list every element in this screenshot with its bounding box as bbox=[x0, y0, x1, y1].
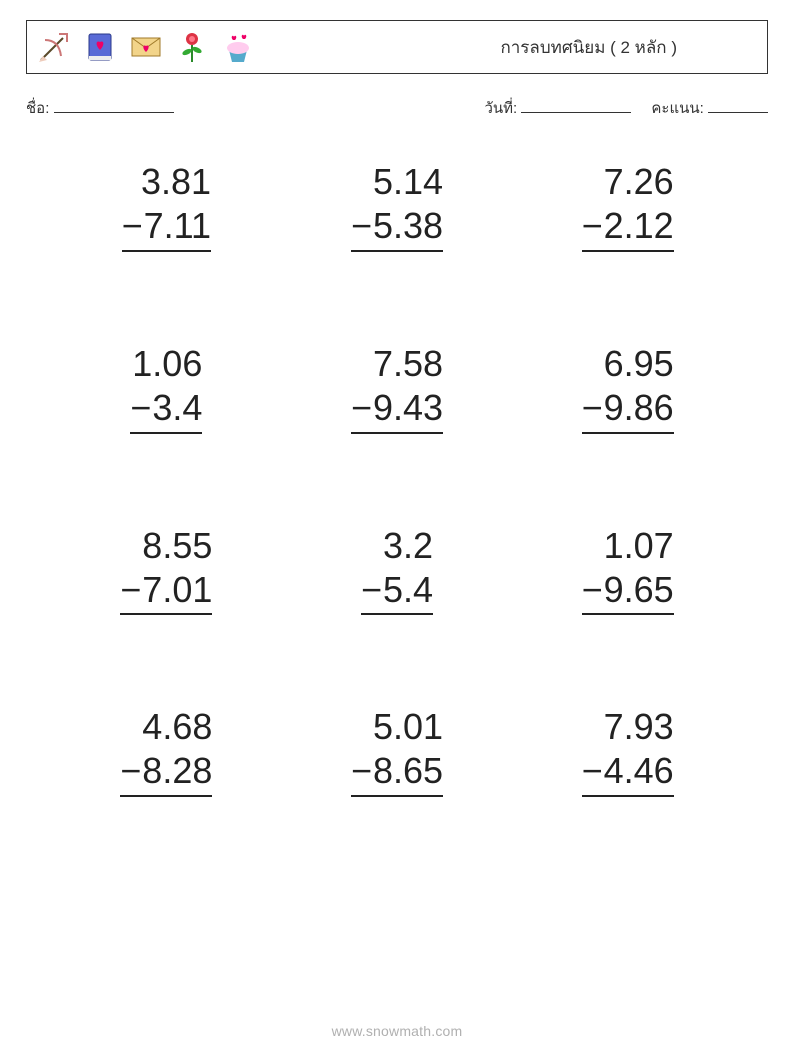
worksheet-title: การลบทศนิยม ( 2 หลัก ) bbox=[500, 34, 757, 61]
problem-4: 1.06−3.4 bbox=[56, 342, 277, 434]
problem-8: 3.2−5.4 bbox=[287, 524, 508, 616]
subtrahend: −8.65 bbox=[351, 749, 443, 797]
subtrahend: −9.86 bbox=[582, 386, 674, 434]
score-blank[interactable] bbox=[708, 97, 768, 113]
love-letter-icon bbox=[129, 30, 163, 64]
minuend: 5.14 bbox=[351, 160, 443, 204]
problem-7: 8.55−7.01 bbox=[56, 524, 277, 616]
minuend: 5.01 bbox=[351, 705, 443, 749]
minuend: 8.55 bbox=[120, 524, 212, 568]
header-box: การลบทศนิยม ( 2 หลัก ) bbox=[26, 20, 768, 74]
subtrahend: −8.28 bbox=[120, 749, 212, 797]
cupcake-hearts-icon bbox=[221, 30, 255, 64]
subtrahend: −4.46 bbox=[582, 749, 674, 797]
subtrahend: −5.4 bbox=[361, 568, 433, 616]
minuend: 4.68 bbox=[120, 705, 212, 749]
subtrahend: −2.12 bbox=[582, 204, 674, 252]
date-blank[interactable] bbox=[521, 97, 631, 113]
problem-5: 7.58−9.43 bbox=[287, 342, 508, 434]
minuend: 7.58 bbox=[351, 342, 443, 386]
problem-11: 5.01−8.65 bbox=[287, 705, 508, 797]
bow-arrow-icon bbox=[37, 30, 71, 64]
subtrahend: −9.43 bbox=[351, 386, 443, 434]
subtrahend: −7.11 bbox=[122, 204, 211, 252]
minuend: 1.06 bbox=[130, 342, 202, 386]
meta-row: ชื่อ: วันที่: คะแนน: bbox=[26, 96, 768, 120]
minuend: 7.93 bbox=[582, 705, 674, 749]
minuend: 3.81 bbox=[122, 160, 211, 204]
heart-book-icon bbox=[83, 30, 117, 64]
problem-3: 7.26−2.12 bbox=[517, 160, 738, 252]
minuend: 1.07 bbox=[582, 524, 674, 568]
subtrahend: −9.65 bbox=[582, 568, 674, 616]
subtrahend: −5.38 bbox=[351, 204, 443, 252]
problem-6: 6.95−9.86 bbox=[517, 342, 738, 434]
minuend: 7.26 bbox=[582, 160, 674, 204]
date-label: วันที่: bbox=[484, 100, 517, 117]
rose-icon bbox=[175, 30, 209, 64]
problem-2: 5.14−5.38 bbox=[287, 160, 508, 252]
problem-12: 7.93−4.46 bbox=[517, 705, 738, 797]
score-label: คะแนน: bbox=[651, 100, 703, 117]
minuend: 3.2 bbox=[361, 524, 433, 568]
name-label: ชื่อ: bbox=[26, 100, 49, 117]
header-icons bbox=[37, 30, 255, 64]
subtrahend: −3.4 bbox=[130, 386, 202, 434]
problem-10: 4.68−8.28 bbox=[56, 705, 277, 797]
problem-1: 3.81−7.11 bbox=[56, 160, 277, 252]
name-blank[interactable] bbox=[54, 97, 174, 113]
problem-9: 1.07−9.65 bbox=[517, 524, 738, 616]
subtrahend: −7.01 bbox=[120, 568, 212, 616]
problems-grid: 3.81−7.115.14−5.387.26−2.121.06−3.47.58−… bbox=[26, 160, 768, 797]
footer-text: www.snowmath.com bbox=[0, 1023, 794, 1039]
minuend: 6.95 bbox=[582, 342, 674, 386]
